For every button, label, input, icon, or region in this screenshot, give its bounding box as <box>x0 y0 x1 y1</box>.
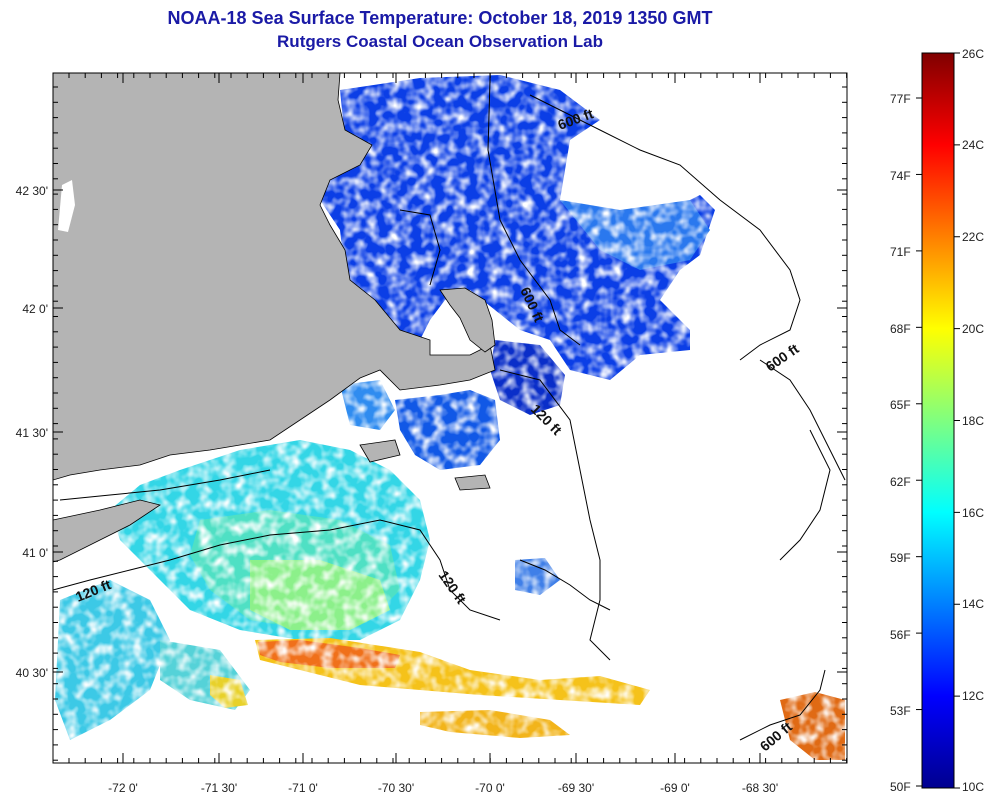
colorbar-label-f: 65F <box>890 398 911 412</box>
lat-label: 42 30' <box>16 184 48 198</box>
bathymetry-contours <box>53 79 846 741</box>
lat-label: 40 30' <box>16 666 48 680</box>
lon-label: -70 0' <box>475 781 505 795</box>
lon-label: -70 30' <box>378 781 414 795</box>
colorbar-label-c: 26C <box>962 47 985 61</box>
map-title: NOAA-18 Sea Surface Temperature: October… <box>167 8 713 28</box>
land-lake <box>58 180 75 232</box>
lon-label: -69 30' <box>558 781 594 795</box>
colorbar-label-c: 18C <box>962 414 985 428</box>
lon-label: -69 0' <box>660 781 690 795</box>
colorbar-label-f: 62F <box>890 475 911 489</box>
lon-label: -71 30' <box>201 781 237 795</box>
map-subtitle: Rutgers Coastal Ocean Observation Lab <box>277 32 603 51</box>
latitude-labels: 42 30' 42 0' 41 30' 41 0' 40 30' <box>16 184 48 680</box>
colorbar-label-c: 24C <box>962 138 985 152</box>
colorbar-label-c: 20C <box>962 322 985 336</box>
lon-label: -68 30' <box>742 781 778 795</box>
colorbar-label-c: 10C <box>962 780 985 794</box>
lat-label: 41 0' <box>22 546 48 560</box>
lat-label: 42 0' <box>22 302 48 316</box>
colorbar-ticks <box>916 52 960 789</box>
lat-label: 41 30' <box>16 426 48 440</box>
colorbar-label-f: 71F <box>890 245 911 259</box>
colorbar-label-f: 68F <box>890 322 911 336</box>
colorbar-label-f: 56F <box>890 628 911 642</box>
axis-ticks <box>53 73 848 763</box>
colorbar-label-f: 77F <box>890 92 911 106</box>
lon-label: -72 0' <box>108 781 138 795</box>
land-cape-cod <box>439 287 496 353</box>
colorbar-label-c: 16C <box>962 506 985 520</box>
colorbar-label-f: 59F <box>890 551 911 565</box>
colorbar <box>921 52 955 789</box>
colorbar-label-f: 74F <box>890 169 911 183</box>
longitude-labels: -72 0' -71 30' -71 0' -70 30' -70 0' -69… <box>108 781 778 795</box>
colorbar-label-c: 12C <box>962 689 985 703</box>
land-nantucket <box>454 474 491 491</box>
colorbar-label-c: 22C <box>962 230 985 244</box>
colorbar-label-f: 53F <box>890 704 911 718</box>
colorbar-label-f: 50F <box>890 780 911 794</box>
land-marthas-vineyard <box>359 439 401 463</box>
land-new-england <box>53 73 496 481</box>
map-frame <box>52 72 848 764</box>
colorbar-label-c: 14C <box>962 597 985 611</box>
lon-label: -71 0' <box>288 781 318 795</box>
